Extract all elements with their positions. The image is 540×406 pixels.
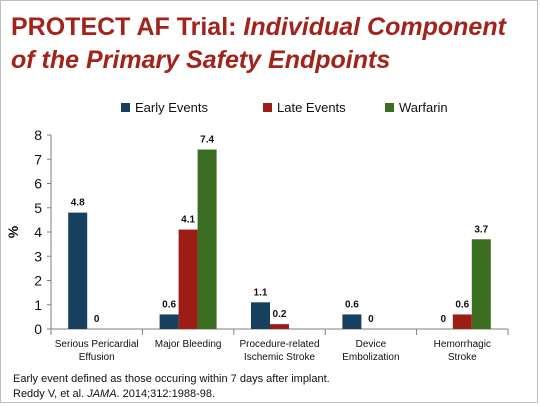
y-tick-label: 2 <box>34 273 42 289</box>
legend-label: Early Events <box>135 100 208 115</box>
y-tick-label: 6 <box>34 176 42 192</box>
x-tick-label: Serious Pericardial <box>55 339 139 350</box>
y-tick-label: 3 <box>34 248 42 264</box>
x-tick-label: Ischemic Stroke <box>244 352 316 363</box>
bar-early-events <box>251 302 270 329</box>
citation-authors: Reddy V, et al. <box>13 388 88 400</box>
x-tick-label: Hemorrhagic <box>434 339 491 350</box>
legend-swatch <box>385 103 394 112</box>
legend-label: Late Events <box>277 100 346 115</box>
y-tick-label: 5 <box>34 200 42 216</box>
bar-late-events <box>270 324 289 329</box>
footnote-citation: Reddy V, et al. JAMA. 2014;312:1988-98. <box>13 387 330 402</box>
data-label: 0 <box>441 314 447 325</box>
x-tick-label: Effusion <box>79 352 115 363</box>
bar-late-events <box>452 314 472 329</box>
x-tick-label: Procedure-related <box>239 339 319 350</box>
slide-title: PROTECT AF Trial: Individual Component o… <box>11 11 531 77</box>
y-tick-label: 7 <box>34 151 42 167</box>
y-tick-label: 8 <box>34 127 42 143</box>
legend-swatch <box>263 103 272 112</box>
bar-warfarin <box>197 149 217 329</box>
citation-details: . 2014;312:1988-98. <box>116 388 216 400</box>
x-tick-label: Stroke <box>448 352 477 363</box>
footnote-definition: Early event defined as those occuring wi… <box>13 373 330 385</box>
title-prefix: PROTECT AF Trial: <box>11 13 244 41</box>
bar-early-events <box>342 314 362 329</box>
legend-swatch <box>121 103 130 112</box>
y-tick-label: 0 <box>34 321 42 337</box>
data-label: 4.1 <box>181 215 195 226</box>
data-label: 3.7 <box>474 224 488 235</box>
data-label: 0 <box>94 314 100 325</box>
bar-late-events <box>178 229 198 329</box>
data-label: 4.8 <box>71 198 85 209</box>
bar-early-events <box>68 212 88 329</box>
data-label: 7.4 <box>200 135 214 146</box>
data-label: 0.2 <box>273 309 287 320</box>
x-tick-label: Device <box>356 339 387 350</box>
data-label: 0.6 <box>455 299 469 310</box>
legend-label: Warfarin <box>399 100 448 115</box>
y-tick-label: 4 <box>34 224 42 240</box>
y-tick-label: 1 <box>34 297 42 313</box>
x-tick-label: Embolization <box>342 352 399 363</box>
title-italic: Individual Component of the Primary Safe… <box>11 13 506 74</box>
y-axis-label: % <box>5 225 21 238</box>
bar-warfarin <box>471 239 491 329</box>
data-label: 1.1 <box>254 287 268 298</box>
citation-journal: JAMA <box>87 388 117 400</box>
footnote: Early event defined as those occuring wi… <box>13 372 330 402</box>
data-label: 0 <box>368 314 374 325</box>
data-label: 0.6 <box>345 299 359 310</box>
x-tick-label: Major Bleeding <box>155 339 222 350</box>
bar-early-events <box>159 314 179 329</box>
data-label: 0.6 <box>162 299 176 310</box>
